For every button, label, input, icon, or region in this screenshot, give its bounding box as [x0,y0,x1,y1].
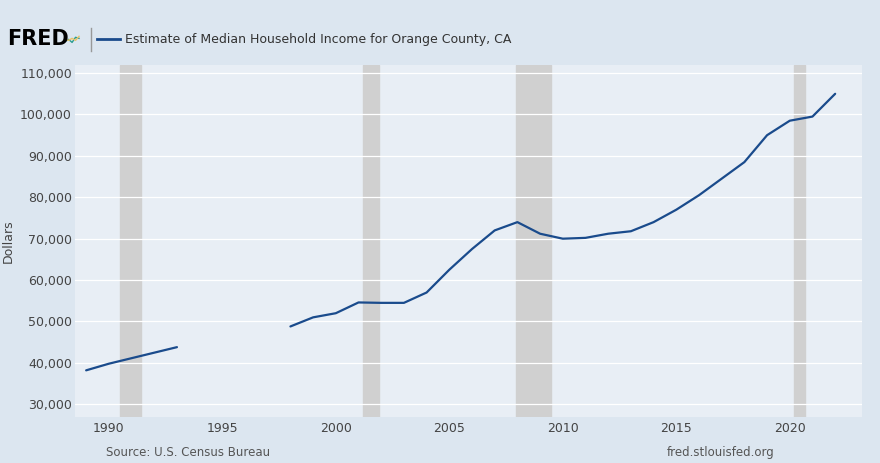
Bar [121,65,141,417]
Text: fred.stlouisfed.org: fred.stlouisfed.org [667,446,774,459]
Text: FRED: FRED [7,29,69,50]
Text: Source: U.S. Census Bureau: Source: U.S. Census Bureau [106,446,270,459]
Bar [794,65,805,417]
Text: Estimate of Median Household Income for Orange County, CA: Estimate of Median Household Income for … [125,33,511,46]
Y-axis label: Dollars: Dollars [2,219,15,263]
Bar [516,65,552,417]
Bar [363,65,379,417]
